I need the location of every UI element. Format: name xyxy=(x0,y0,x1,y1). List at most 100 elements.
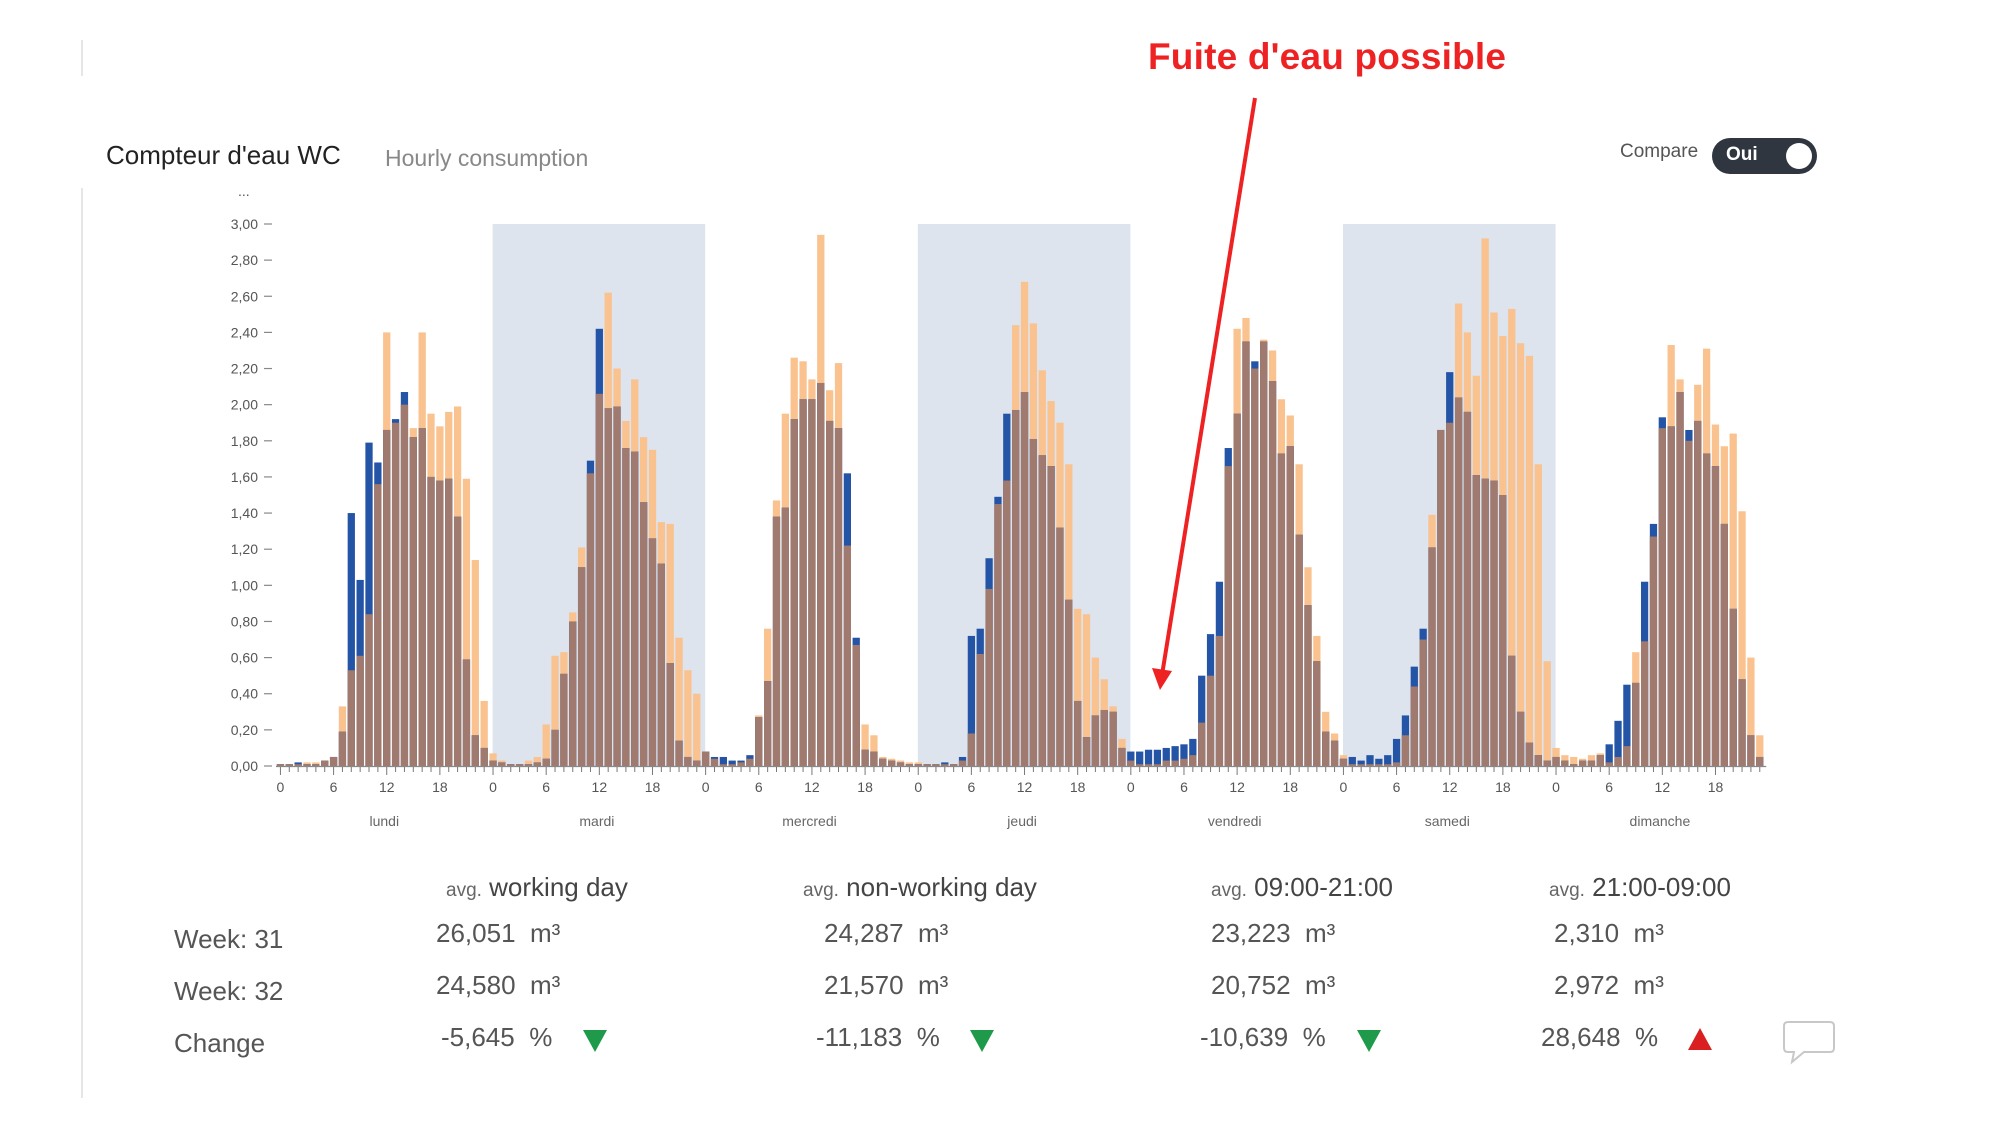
bar-overlap xyxy=(427,476,435,766)
bar-overlap xyxy=(1003,480,1011,766)
day-label: mercredi xyxy=(782,813,836,829)
bar-overlap xyxy=(1508,655,1516,766)
bar-overlap xyxy=(1534,755,1542,766)
bar-overlap xyxy=(648,538,657,766)
bar-overlap xyxy=(861,749,869,766)
bar-overlap xyxy=(374,484,382,766)
trend-down-icon xyxy=(1357,1030,1381,1052)
bar-week32 xyxy=(1392,738,1401,766)
chart-subtitle: Hourly consumption xyxy=(385,145,589,171)
change-working-day: -5,645 % xyxy=(441,1022,552,1053)
x-tick-label: 6 xyxy=(1605,779,1613,795)
compare-toggle[interactable]: Oui xyxy=(1712,138,1817,174)
trend-down-icon xyxy=(583,1030,607,1052)
bar-overlap xyxy=(1260,341,1268,766)
bar-week32 xyxy=(1171,746,1179,766)
bar-overlap xyxy=(1676,392,1684,766)
bar-overlap xyxy=(1623,746,1631,766)
bar-week31 xyxy=(1082,614,1091,766)
bar-overlap xyxy=(1552,756,1560,766)
bar-overlap xyxy=(985,588,993,766)
bar-overlap xyxy=(303,764,311,766)
unit: % xyxy=(1302,1022,1326,1052)
bar-overlap xyxy=(1189,755,1197,766)
series-overlap xyxy=(276,341,1764,766)
bar-overlap xyxy=(772,516,781,766)
bar-overlap xyxy=(976,653,984,766)
bar-overlap xyxy=(276,764,285,766)
bar-overlap xyxy=(1224,466,1232,766)
bar-week31 xyxy=(1543,661,1551,766)
bar-overlap xyxy=(1082,737,1091,766)
bar-overlap xyxy=(1428,547,1436,766)
bar-overlap xyxy=(1561,760,1569,766)
bar-overlap xyxy=(1295,534,1303,766)
bar-overlap xyxy=(586,473,595,766)
x-tick-label: 12 xyxy=(592,779,608,795)
bar-overlap xyxy=(1012,410,1020,766)
bar-overlap xyxy=(923,764,931,766)
bar-overlap xyxy=(1375,764,1383,766)
bar-overlap xyxy=(1614,756,1622,766)
bar-overlap xyxy=(843,545,851,766)
bar-overlap xyxy=(1419,639,1427,766)
y-tick-label: 1,60 xyxy=(231,469,258,485)
bar-week32 xyxy=(1375,758,1383,766)
bar-week31 xyxy=(1587,755,1596,766)
bar-week31 xyxy=(861,724,869,766)
unit: m³ xyxy=(1304,970,1336,1000)
bar-overlap xyxy=(409,437,417,766)
bar-overlap xyxy=(560,673,568,766)
unit: m³ xyxy=(917,918,949,948)
header-label: working day xyxy=(489,872,628,902)
bar-overlap xyxy=(400,404,409,766)
bar-week32 xyxy=(1605,744,1613,766)
x-tick-label: 18 xyxy=(1282,779,1298,795)
bar-week31 xyxy=(1091,657,1100,766)
bar-overlap xyxy=(905,764,914,766)
bar-overlap xyxy=(356,655,364,766)
bar-week31 xyxy=(1570,756,1578,766)
bar-week32 xyxy=(1366,755,1374,766)
trend-down-icon xyxy=(970,1030,994,1052)
bar-overlap xyxy=(879,758,887,766)
bar-overlap xyxy=(631,451,639,766)
bar-overlap xyxy=(338,731,347,766)
stat-header-nighttime: avg. 21:00-09:00 xyxy=(1549,872,1731,903)
bar-overlap xyxy=(453,516,462,766)
bar-overlap xyxy=(710,758,719,766)
value-week32-non-working-day: 21,570 m³ xyxy=(824,970,948,1001)
x-tick-label: 6 xyxy=(1393,779,1401,795)
value: 24,287 xyxy=(824,918,904,948)
bar-overlap xyxy=(746,758,754,766)
value-week31-nighttime: 2,310 m³ xyxy=(1554,918,1664,949)
bar-overlap xyxy=(365,614,373,766)
bar-overlap xyxy=(1738,679,1746,766)
bar-overlap xyxy=(515,764,524,766)
y-tick-label: 0,00 xyxy=(231,758,258,774)
bar-week32 xyxy=(1623,684,1631,766)
y-tick-label: 1,20 xyxy=(231,541,258,557)
bar-overlap xyxy=(1667,426,1675,766)
bar-overlap xyxy=(1091,715,1100,766)
bar-overlap xyxy=(1065,599,1073,766)
bar-week32 xyxy=(1162,747,1170,766)
compare-toggle-value: Oui xyxy=(1726,144,1758,165)
bar-overlap xyxy=(941,764,949,766)
bar-overlap xyxy=(1605,762,1613,766)
y-tick-label: 2,20 xyxy=(231,361,258,377)
bar-overlap xyxy=(781,507,789,766)
stat-header-working-day: avg. working day xyxy=(446,872,628,903)
bar-overlap xyxy=(1251,368,1259,766)
bar-overlap xyxy=(1153,764,1162,766)
bar-week31 xyxy=(1525,355,1534,766)
chat-bubble-icon[interactable] xyxy=(1782,1018,1838,1066)
bar-overlap xyxy=(657,563,665,766)
x-tick-label: 6 xyxy=(1180,779,1188,795)
unit: m³ xyxy=(1304,918,1336,948)
day-label: dimanche xyxy=(1630,813,1691,829)
bar-overlap xyxy=(462,659,471,766)
bar-overlap xyxy=(1543,760,1551,766)
bar-overlap xyxy=(1277,453,1286,766)
bar-overlap xyxy=(1720,523,1728,766)
